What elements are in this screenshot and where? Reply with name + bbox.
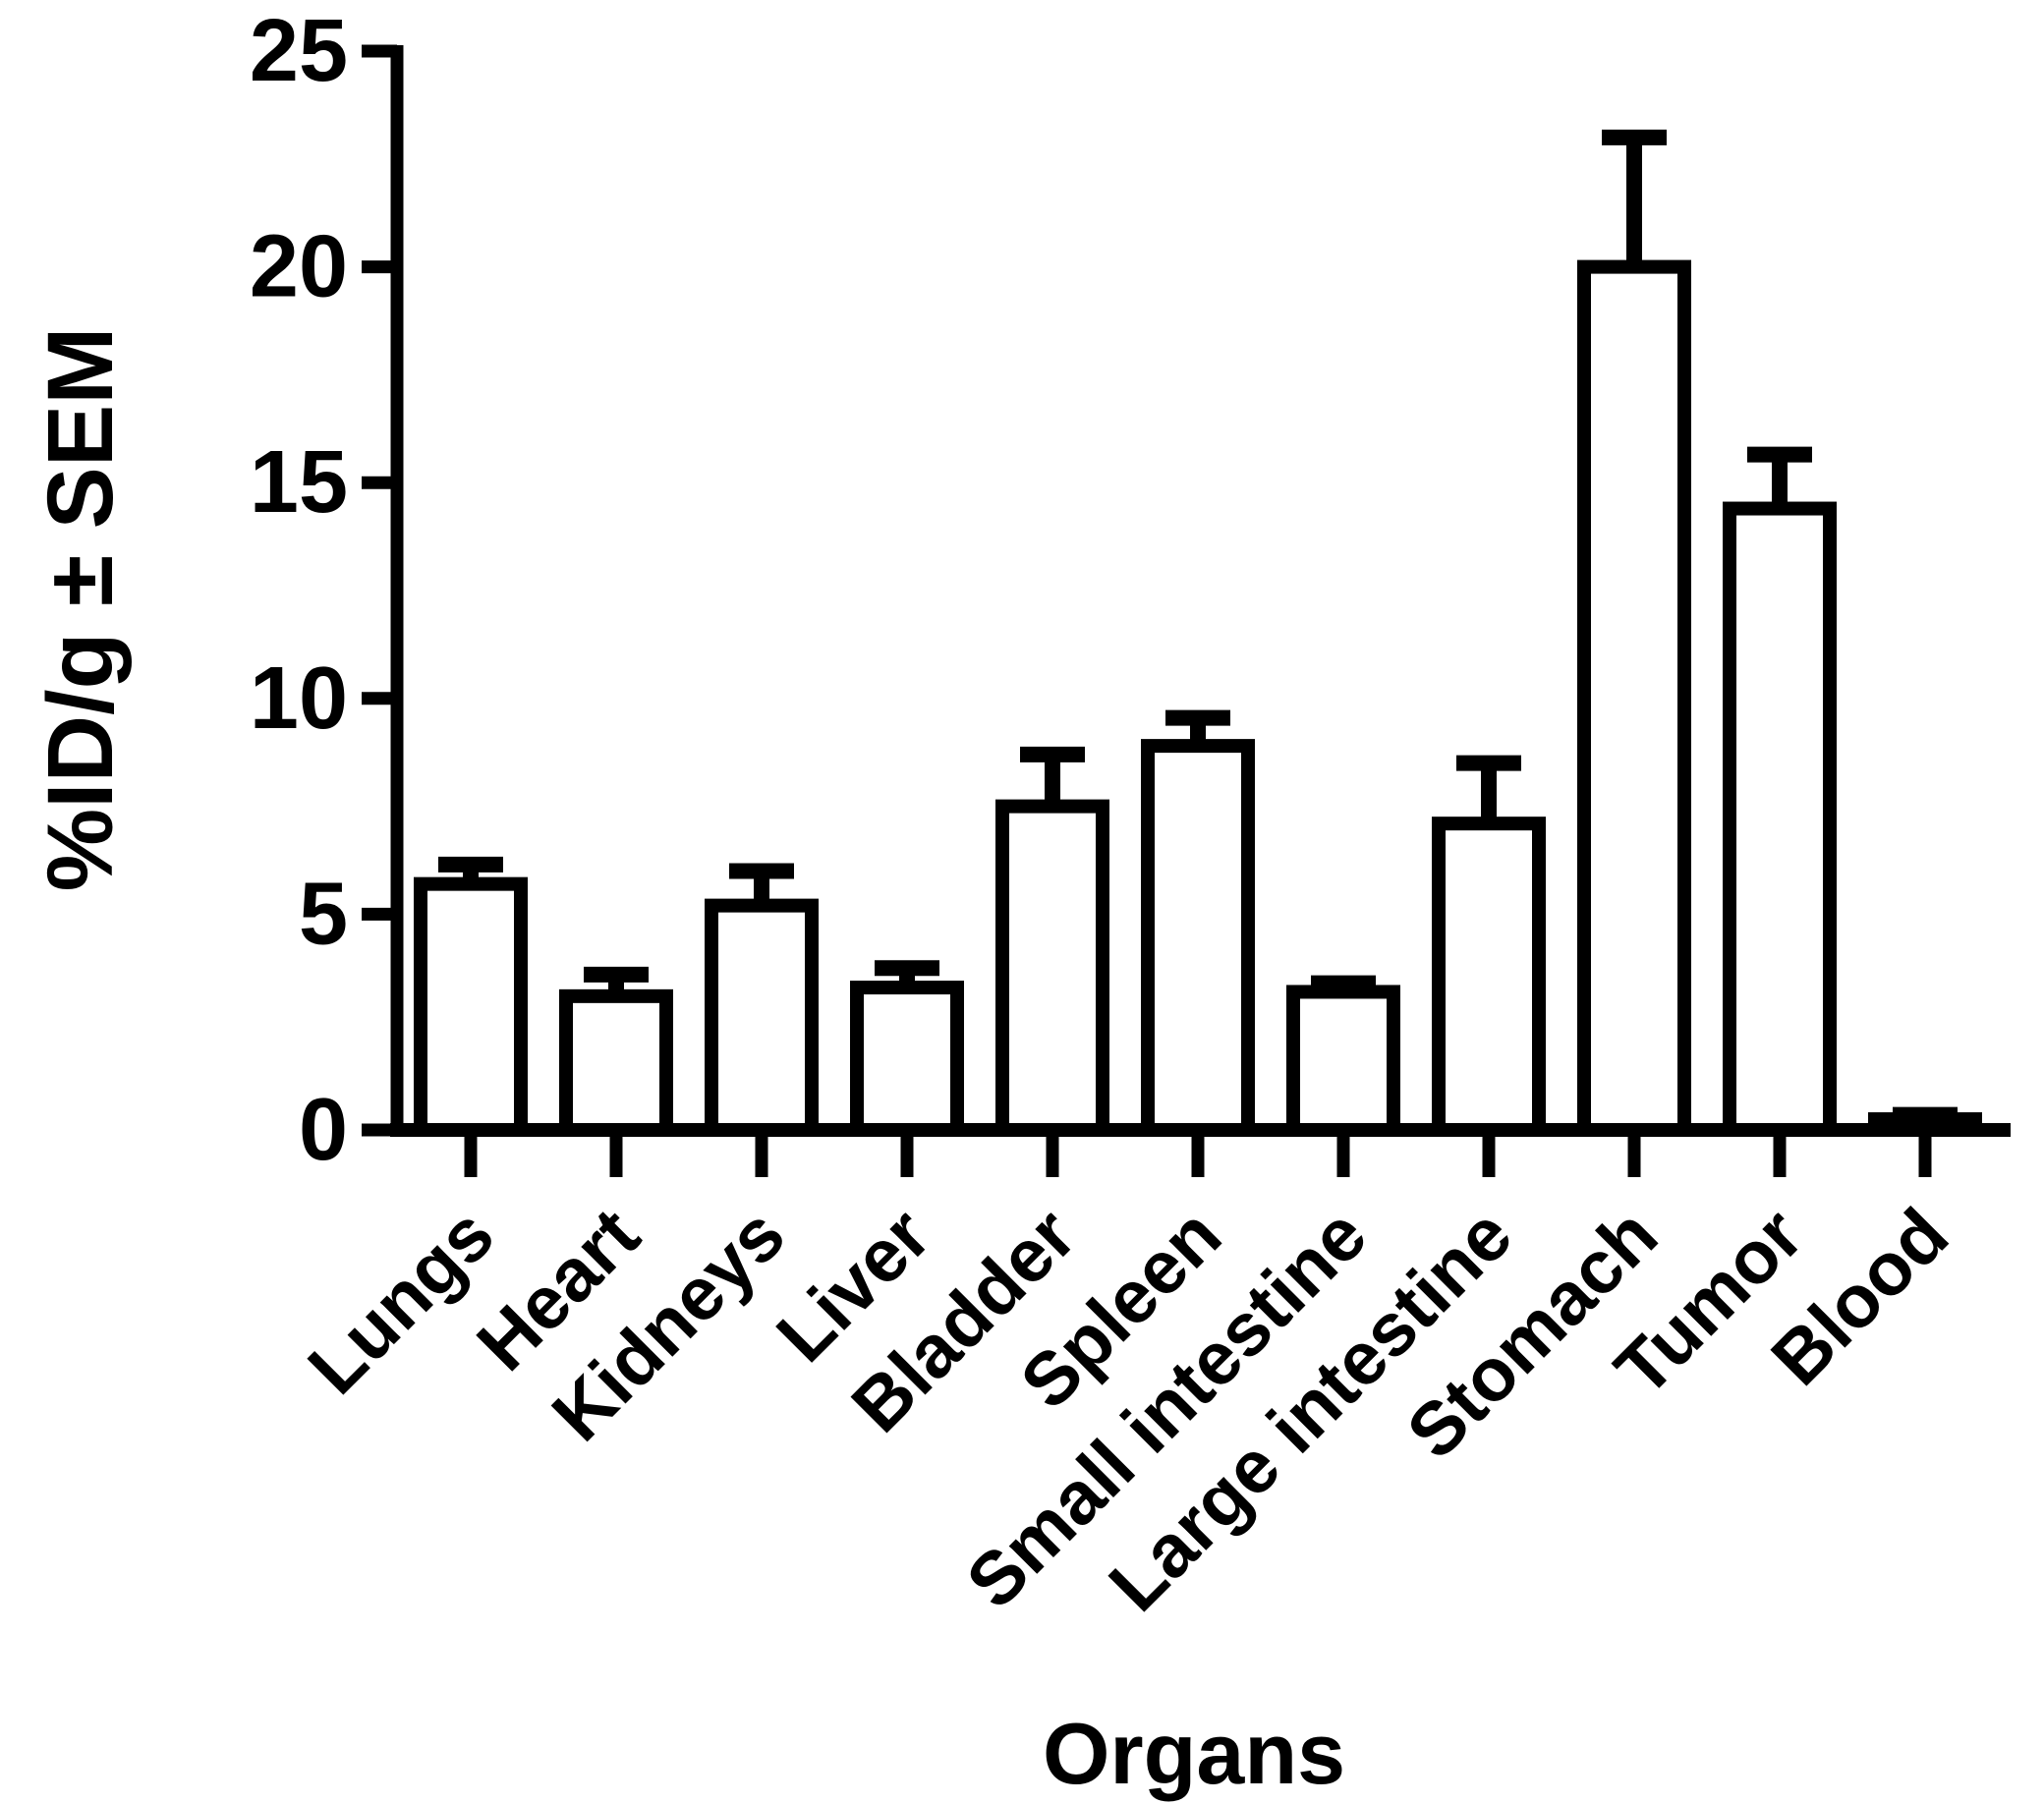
bar-lungs (414, 876, 528, 1137)
bar-large-intestine (1432, 817, 1546, 1138)
x-axis-title: Organs (1043, 1705, 1345, 1802)
bar-spleen (1141, 739, 1255, 1137)
plot-area: 0510152025LungsHeartKidneysLiverBladderS… (250, 2, 2011, 1627)
y-tick-label-25: 25 (250, 2, 348, 100)
bar-blood (1868, 1112, 1982, 1138)
y-axis-title: %ID/g ± SEM (28, 327, 133, 892)
bar-small-intestine (1286, 985, 1400, 1137)
y-tick-label-0: 0 (299, 1081, 348, 1179)
bar-tumor (1723, 501, 1837, 1137)
bar-bladder (995, 799, 1109, 1137)
y-tick-label-20: 20 (250, 218, 348, 316)
bar-liver (850, 981, 964, 1138)
x-label-lungs: Lungs (293, 1193, 510, 1410)
bar-kidneys (705, 898, 819, 1138)
bar-stomach (1577, 259, 1691, 1138)
y-tick-label-10: 10 (250, 649, 348, 748)
y-tick-label-15: 15 (250, 433, 348, 532)
y-tick-label-5: 5 (299, 865, 348, 963)
bar-heart (559, 988, 673, 1138)
